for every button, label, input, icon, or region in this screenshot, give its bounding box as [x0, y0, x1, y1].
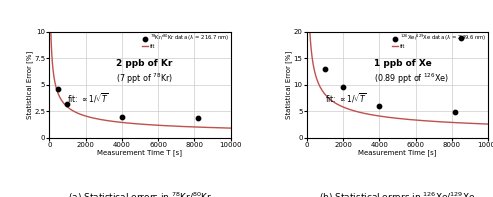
- Text: (7 ppt of $^{78}$Kr): (7 ppt of $^{78}$Kr): [116, 72, 174, 86]
- fit: [387, 116, 393, 119]
- $^{78}$Kr/$^{80}$Kr data ($\lambda$ = 216.7 nm): [54, 87, 62, 91]
- fit: [480, 123, 486, 125]
- Text: 2 ppb of Kr: 2 ppb of Kr: [116, 59, 173, 68]
- Y-axis label: Statistical Error [%]: Statistical Error [%]: [26, 51, 33, 119]
- fit: [485, 123, 491, 125]
- fit: [447, 121, 453, 124]
- $^{78}$Kr/$^{80}$Kr data ($\lambda$ = 216.7 nm): [118, 115, 126, 118]
- fit: [222, 127, 228, 129]
- $^{126}$Xe/$^{129}$Xe data ($\lambda$ = 249.6 nm): [375, 104, 383, 108]
- fit: [313, 76, 319, 78]
- Line: fit: fit: [307, 0, 488, 124]
- fit: [130, 122, 136, 125]
- Text: 1 ppb of Xe: 1 ppb of Xe: [374, 59, 431, 68]
- $^{126}$Xe/$^{129}$Xe data ($\lambda$ = 249.6 nm): [321, 67, 329, 70]
- fit: [392, 117, 398, 119]
- $^{126}$Xe/$^{129}$Xe data ($\lambda$ = 249.6 nm): [452, 110, 459, 113]
- fit: [189, 126, 195, 128]
- Line: fit: fit: [49, 0, 231, 128]
- Text: fit: $\propto 1/\sqrt{T}$: fit: $\propto 1/\sqrt{T}$: [68, 91, 109, 105]
- $^{78}$Kr/$^{80}$Kr data ($\lambda$ = 216.7 nm): [64, 102, 71, 105]
- $^{78}$Kr/$^{80}$Kr data ($\lambda$ = 216.7 nm): [194, 117, 202, 120]
- X-axis label: Measurement Time [s]: Measurement Time [s]: [358, 150, 437, 156]
- fit: [56, 94, 62, 96]
- Text: fit: $\propto 1/\sqrt{T}$: fit: $\propto 1/\sqrt{T}$: [325, 91, 367, 105]
- Text: (a) Statistical errors in $^{78}$Kr/$^{80}$Kr: (a) Statistical errors in $^{78}$Kr/$^{8…: [68, 191, 212, 197]
- X-axis label: Measurement Time T [s]: Measurement Time T [s]: [98, 150, 182, 156]
- fit: [480, 123, 486, 125]
- fit: [135, 123, 141, 125]
- Point: [457, 36, 465, 39]
- fit: [222, 127, 228, 129]
- Legend: $^{126}$Xe/$^{129}$Xe data ($\lambda$ = 249.6 nm), fit: $^{126}$Xe/$^{129}$Xe data ($\lambda$ = …: [391, 33, 487, 50]
- Text: (0.89 ppt of $^{126}$Xe): (0.89 ppt of $^{126}$Xe): [374, 72, 449, 86]
- Y-axis label: Statistical Error [%]: Statistical Error [%]: [285, 51, 292, 119]
- Legend: $^{78}$Kr/$^{80}$Kr data ($\lambda$ = 216.7 nm), fit: $^{78}$Kr/$^{80}$Kr data ($\lambda$ = 21…: [141, 33, 230, 50]
- fit: [228, 127, 234, 129]
- Text: (b) Statistical errors in $^{126}$Xe/$^{129}$Xe: (b) Statistical errors in $^{126}$Xe/$^{…: [319, 191, 476, 197]
- $^{126}$Xe/$^{129}$Xe data ($\lambda$ = 249.6 nm): [339, 85, 347, 88]
